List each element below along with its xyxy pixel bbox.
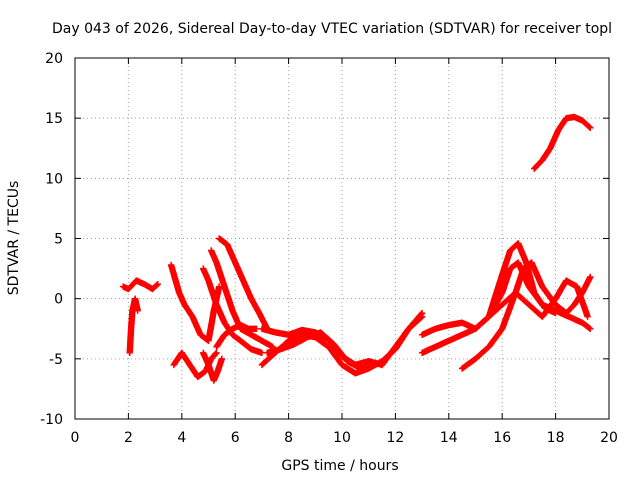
series-markers <box>200 265 266 356</box>
series-arc-5 <box>200 349 226 384</box>
series-arc-12 <box>264 329 378 372</box>
chart-title: Day 043 of 2026, Sidereal Day-to-day VTE… <box>52 21 612 37</box>
series-arc-9 <box>213 321 260 350</box>
x-axis-label: GPS time / hours <box>281 458 398 474</box>
series-arc-8 <box>216 235 271 332</box>
series-markers <box>119 277 161 293</box>
x-tick-label: 18 <box>547 430 565 446</box>
series-markers <box>200 349 226 384</box>
ticks-layer: 0 2 4 6 8 10 12 14 16 18 20 -10 -5 0 5 10 15 20 <box>40 51 618 446</box>
series-markers <box>216 235 271 332</box>
x-tick-label: 10 <box>333 430 351 446</box>
x-tick-label: 16 <box>493 430 511 446</box>
series-markers <box>213 321 260 350</box>
y-tick-label: -5 <box>49 352 63 368</box>
y-tick-label: 0 <box>54 292 63 308</box>
series-markers <box>458 259 594 372</box>
y-tick-label: 10 <box>45 171 63 187</box>
series-arc-6 <box>200 265 266 356</box>
series-arc-18 <box>531 113 594 172</box>
series-arc-16 <box>458 259 594 372</box>
series-markers <box>485 277 591 320</box>
series-arc-2 <box>126 295 141 356</box>
data-layer <box>119 113 594 384</box>
x-tick-label: 12 <box>386 430 404 446</box>
x-tick-label: 20 <box>600 430 618 446</box>
y-tick-label: -10 <box>40 412 63 428</box>
x-tick-label: 14 <box>440 430 458 446</box>
y-tick-label: 20 <box>45 51 63 67</box>
series-markers <box>126 295 141 356</box>
x-tick-label: 4 <box>177 430 186 446</box>
series-markers <box>531 113 594 172</box>
x-tick-label: 2 <box>124 430 133 446</box>
series-arc-13 <box>378 313 426 369</box>
y-tick-label: 15 <box>45 111 63 127</box>
series-arc-1 <box>119 277 161 293</box>
x-tick-label: 8 <box>284 430 293 446</box>
y-axis-label: SDTVAR / TECUs <box>6 181 22 296</box>
series-markers <box>264 329 378 372</box>
x-tick-label: 6 <box>231 430 240 446</box>
series-arc-17 <box>485 277 591 320</box>
x-tick-label: 0 <box>71 430 80 446</box>
series-markers <box>378 313 426 369</box>
y-tick-label: 5 <box>54 232 63 248</box>
